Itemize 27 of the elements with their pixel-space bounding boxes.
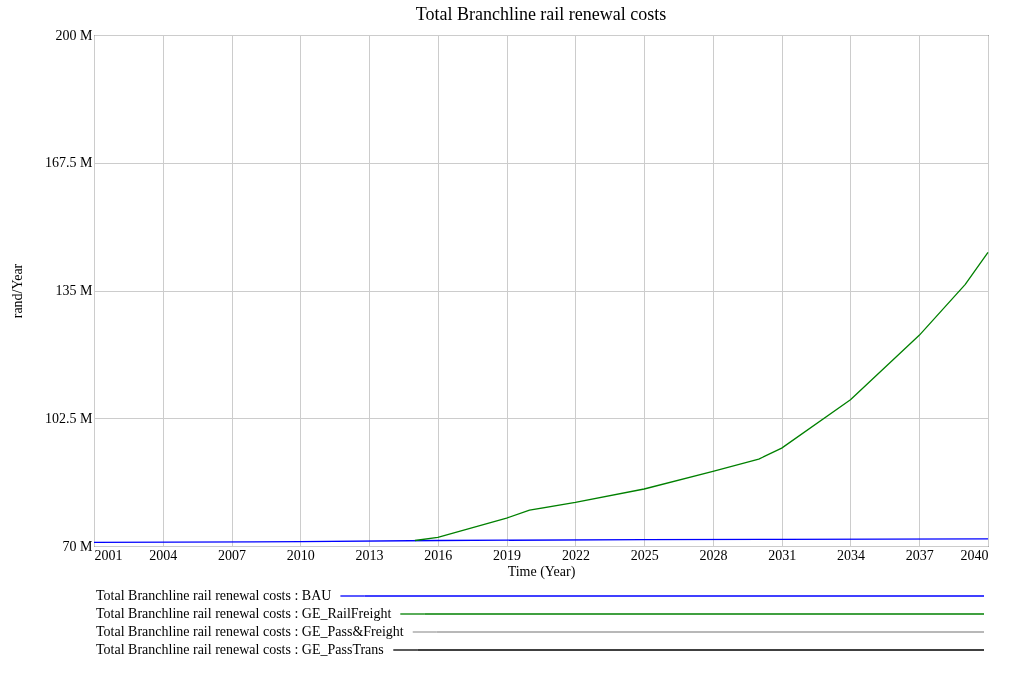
y-tick-label: 102.5 M — [45, 410, 94, 426]
x-tick-label: 2016 — [424, 547, 453, 563]
x-tick-label: 2037 — [905, 547, 934, 563]
x-tick-label: 2004 — [149, 547, 178, 563]
legend-label: Total Branchline rail renewal costs : BAU — [96, 588, 332, 603]
x-tick-label: 2028 — [699, 547, 728, 563]
chart-title: Total Branchline rail renewal costs — [415, 4, 667, 24]
y-tick-label: 167.5 M — [45, 155, 94, 171]
line-series — [414, 251, 989, 542]
x-tick-label: 2022 — [561, 547, 590, 563]
x-tick-label: 2019 — [493, 547, 522, 563]
x-tick-label: 2040 — [960, 547, 989, 563]
y-tick-label: 70 M — [62, 538, 94, 554]
x-tick-label: 2013 — [355, 547, 384, 563]
x-axis-title: Time (Year) — [507, 563, 576, 580]
x-tick-label: 2025 — [630, 547, 659, 563]
x-tick-label: 2031 — [768, 547, 797, 563]
legend-label: Total Branchline rail renewal costs : GE_PassTrans — [96, 642, 384, 657]
x-tick-label: 2001 — [94, 547, 123, 563]
x-tick-label: 2034 — [836, 547, 865, 563]
x-tick-label: 2010 — [286, 547, 315, 563]
legend-label: Total Branchline rail renewal costs : GE_Pass&Freight — [96, 624, 404, 639]
y-axis-title: rand/Year — [10, 263, 26, 319]
y-tick-label: 135 M — [55, 283, 94, 298]
y-tick-label: 200 M — [55, 27, 94, 43]
legend-label: Total Branchline rail renewal costs : GE_RailFreight — [96, 606, 392, 621]
x-tick-label: 2007 — [218, 547, 247, 563]
